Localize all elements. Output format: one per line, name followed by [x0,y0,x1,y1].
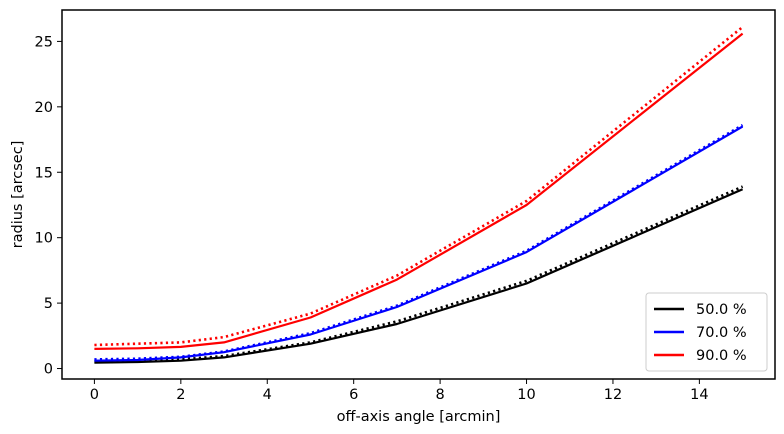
x-tick-label: 10 [517,387,535,403]
dotted-series-line [94,25,744,347]
y-tick-label: 5 [44,296,53,312]
dotted-series-line [94,123,744,361]
series-line [94,125,744,362]
x-tick-label: 4 [263,387,272,403]
x-tick-label: 12 [604,387,622,403]
y-tick-label: 25 [35,34,53,50]
series-line [94,32,744,350]
legend-label: 70.0 % [696,325,747,341]
series-line [94,188,744,364]
legend-label: 90.0 % [696,348,747,364]
x-tick-label: 14 [690,387,708,403]
legend-label: 50.0 % [696,302,747,318]
y-axis-ticks: 0 5 10 15 20 25 [35,34,62,378]
y-tick-label: 20 [35,100,53,116]
x-tick-label: 0 [90,387,99,403]
legend-box [645,292,768,372]
y-tick-label: 0 [44,362,53,378]
series-layer [94,25,744,364]
legend: 50.0 % 70.0 % 90.0 % [645,292,768,372]
plot-frame [61,9,776,380]
x-tick-label: 2 [176,387,185,403]
x-axis-label: off-axis angle [arcmin] [337,409,501,425]
dotted-series-line [94,185,744,363]
x-axis-ticks: 0 2 4 6 8 10 12 14 [90,379,709,403]
y-axis-label: radius [arcsec] [10,141,26,249]
y-tick-label: 10 [35,231,53,247]
y-tick-label: 15 [35,165,53,181]
x-tick-label: 8 [435,387,444,403]
x-tick-label: 6 [349,387,358,403]
